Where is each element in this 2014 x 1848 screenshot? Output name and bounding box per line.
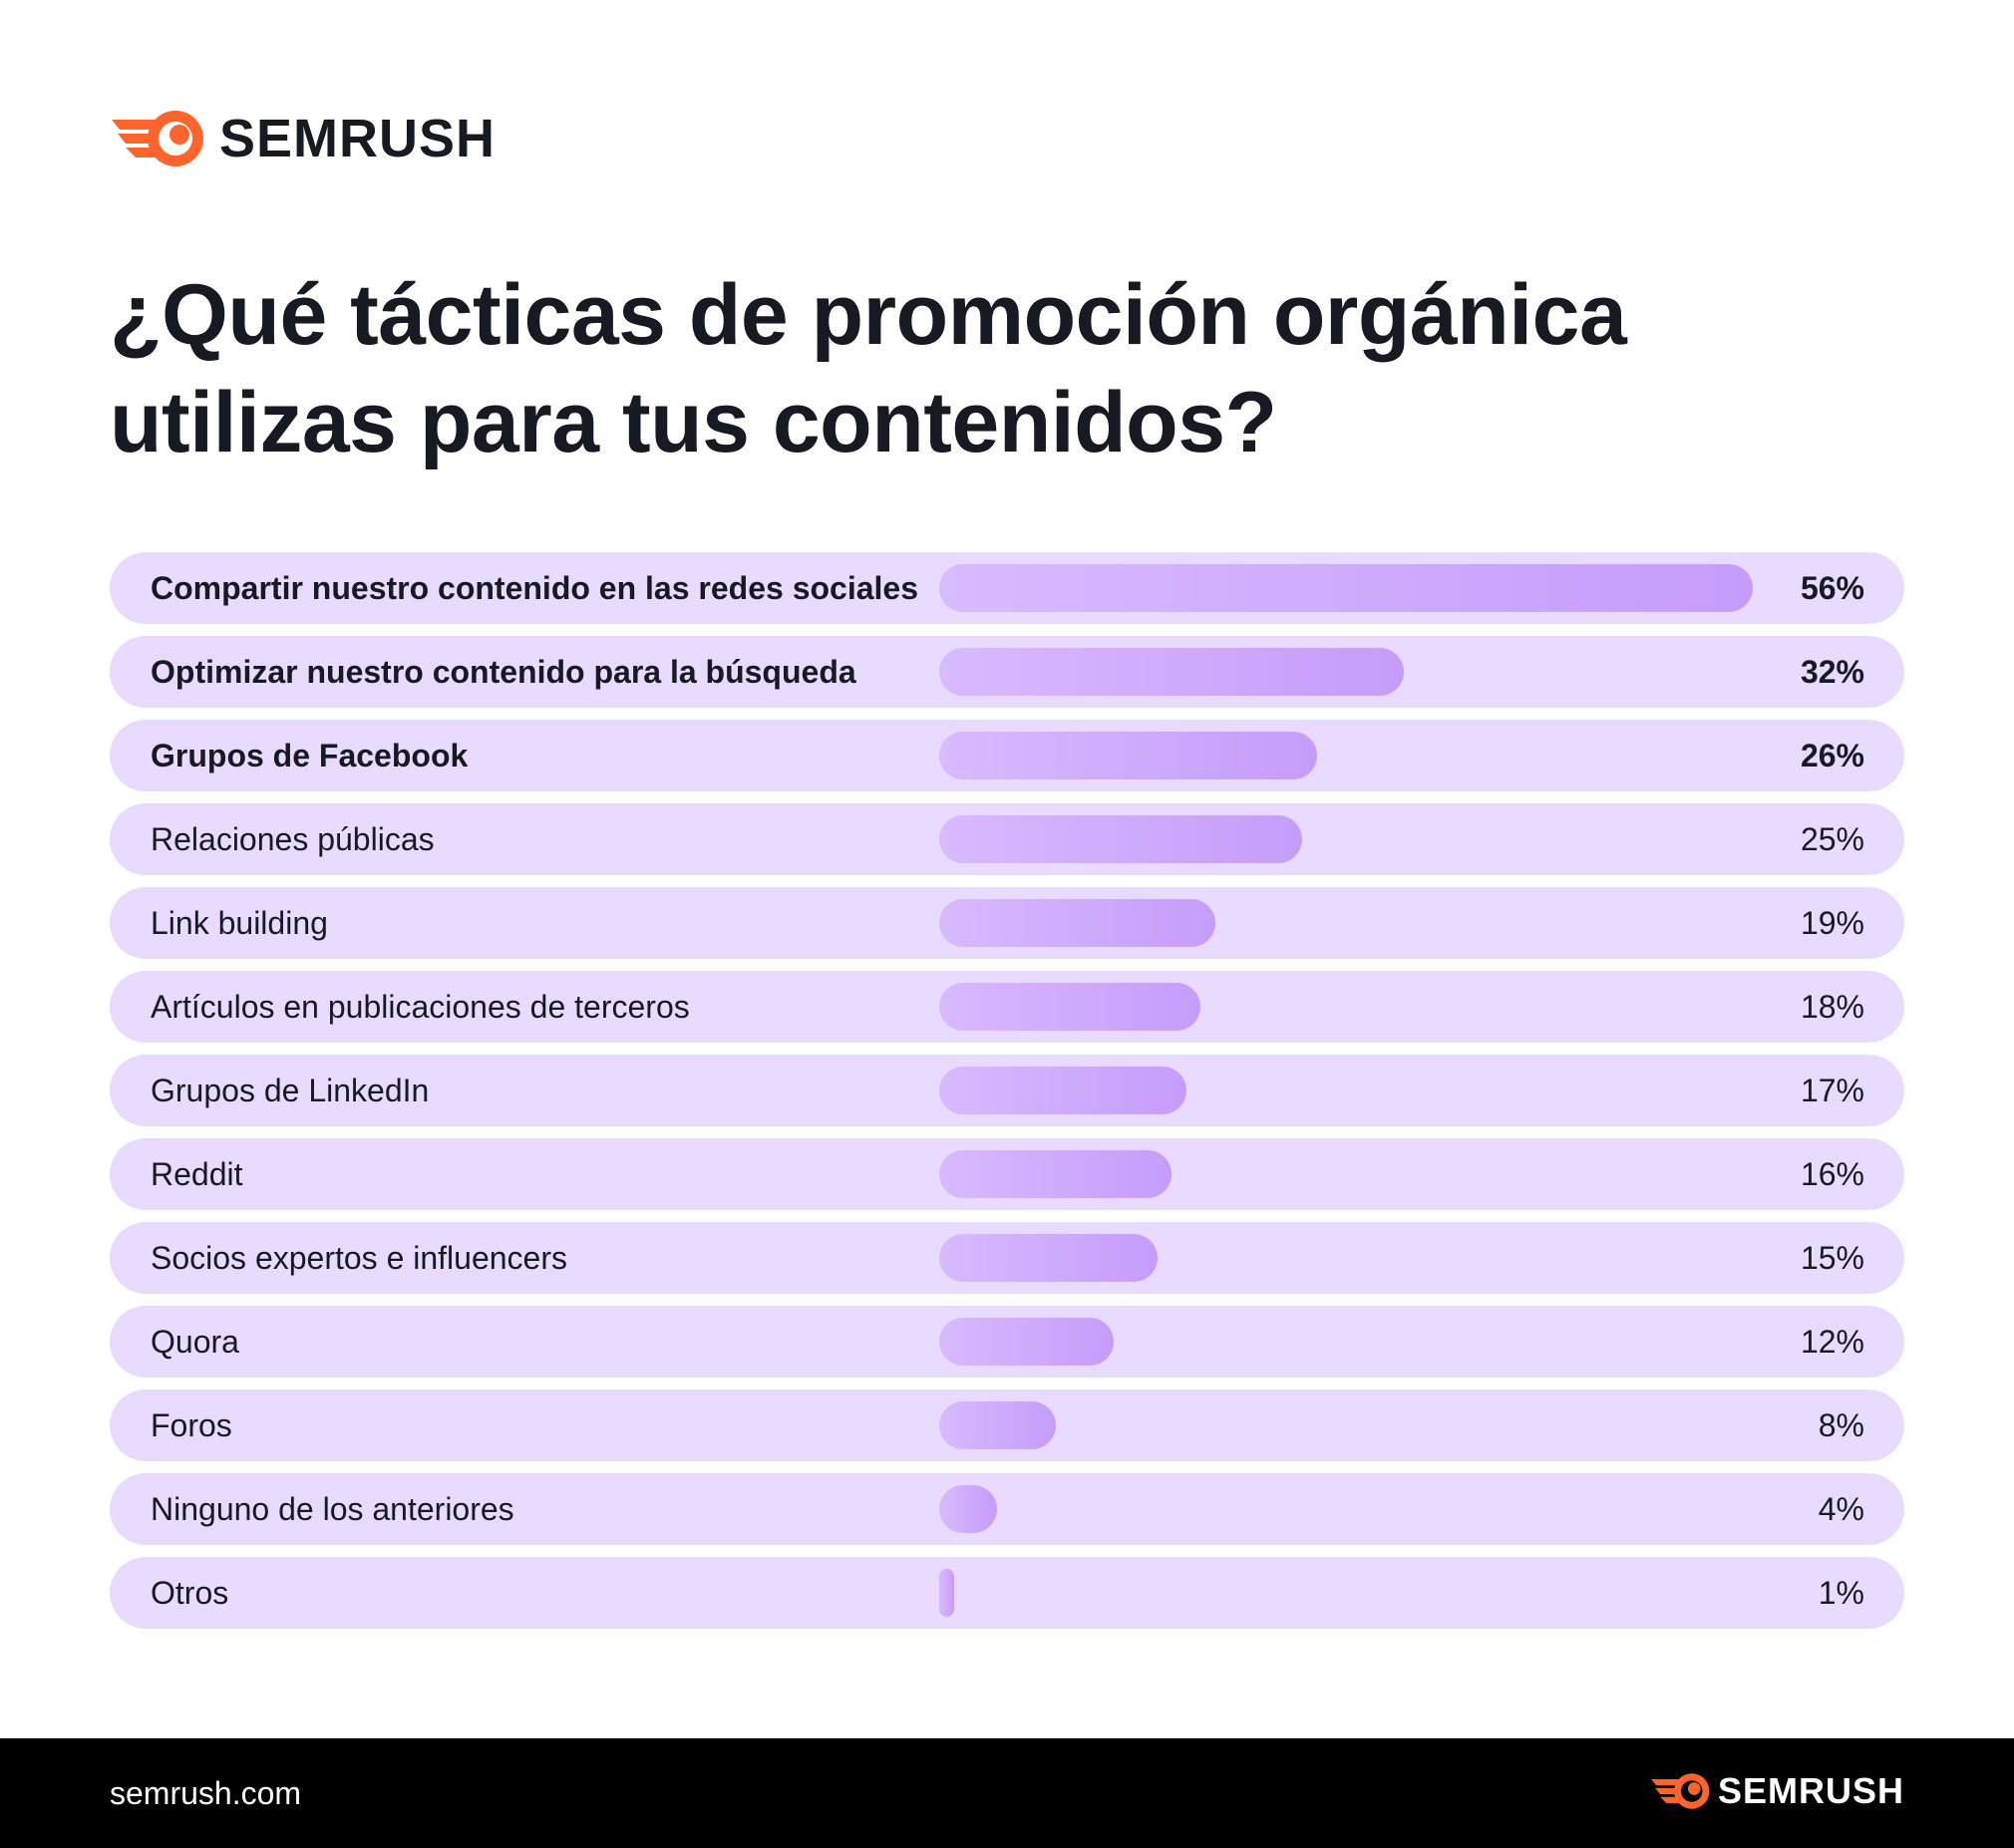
category-label: Quora <box>151 1324 239 1360</box>
chart-row: Grupos de LinkedIn 17% <box>110 1055 1904 1126</box>
bar <box>939 899 1215 947</box>
bar <box>939 648 1405 696</box>
footer-semrush-logo: SEMRUSH <box>1650 1770 1904 1812</box>
chart-row: Foros 8% <box>110 1389 1904 1461</box>
bar <box>939 815 1303 863</box>
bar-chart: Compartir nuestro contenido en las redes… <box>110 552 1904 1629</box>
value-label: 25% <box>1800 821 1864 857</box>
chart-title: ¿Qué tácticas de promoción orgánica util… <box>110 267 1627 470</box>
chart-row: Quora 12% <box>110 1306 1904 1378</box>
category-label: Otros <box>151 1575 229 1611</box>
value-label: 1% <box>1818 1575 1864 1611</box>
chart-row: Socios expertos e influencers 15% <box>110 1222 1904 1294</box>
value-label: 17% <box>1800 1073 1864 1108</box>
footer-url[interactable]: semrush.com <box>110 1775 302 1811</box>
category-label: Compartir nuestro contenido en las redes… <box>151 570 918 606</box>
value-label: 26% <box>1800 738 1864 773</box>
category-label: Relaciones públicas <box>151 821 435 857</box>
chart-row: Artículos en publicaciones de terceros 18… <box>110 971 1904 1043</box>
chart-row: Grupos de Facebook 26% <box>110 720 1904 791</box>
category-label: Ninguno de los anteriores <box>151 1491 514 1527</box>
bar <box>939 1150 1173 1198</box>
value-label: 32% <box>1800 654 1864 690</box>
chart-row: Otros 1% <box>110 1557 1904 1629</box>
category-label: Socios expertos e influencers <box>151 1240 567 1276</box>
category-label: Link building <box>151 905 328 941</box>
bar <box>939 1067 1186 1114</box>
category-label: Artículos en publicaciones de terceros <box>151 989 690 1025</box>
chart-row: Compartir nuestro contenido en las redes… <box>110 552 1904 624</box>
category-label: Foros <box>151 1407 232 1443</box>
value-label: 4% <box>1818 1491 1864 1527</box>
bar <box>939 983 1201 1031</box>
value-label: 15% <box>1800 1240 1864 1276</box>
value-label: 8% <box>1818 1407 1864 1443</box>
chart-row: Optimizar nuestro contenido para la búsq… <box>110 636 1904 708</box>
footer: semrush.com SEMRUSH <box>0 1738 2014 1848</box>
category-label: Grupos de LinkedIn <box>151 1073 430 1108</box>
bar <box>939 1569 954 1617</box>
value-label: 16% <box>1800 1156 1864 1192</box>
bar <box>939 732 1317 779</box>
category-label: Optimizar nuestro contenido para la búsq… <box>151 654 856 690</box>
category-label: Reddit <box>151 1156 243 1192</box>
chart-row: Ninguno de los anteriores 4% <box>110 1473 1904 1545</box>
footer-brand-name: SEMRUSH <box>1717 1770 1904 1811</box>
value-label: 18% <box>1800 989 1864 1025</box>
bar <box>939 1318 1114 1366</box>
bar <box>939 564 1753 612</box>
semrush-comet-icon <box>1651 1773 1710 1809</box>
chart-row: Relaciones públicas 25% <box>110 803 1904 875</box>
bar <box>939 1234 1158 1282</box>
bar <box>939 1485 998 1533</box>
value-label: 56% <box>1800 570 1864 606</box>
chart-row: Link building 19% <box>110 887 1904 959</box>
value-label: 19% <box>1800 905 1864 941</box>
semrush-comet-icon <box>112 111 203 166</box>
value-label: 12% <box>1800 1324 1864 1360</box>
chart-row: Reddit 16% <box>110 1138 1904 1210</box>
semrush-logo: SEMRUSH <box>110 108 496 169</box>
category-label: Grupos de Facebook <box>151 738 469 773</box>
brand-name: SEMRUSH <box>219 109 497 168</box>
bar <box>939 1401 1056 1449</box>
